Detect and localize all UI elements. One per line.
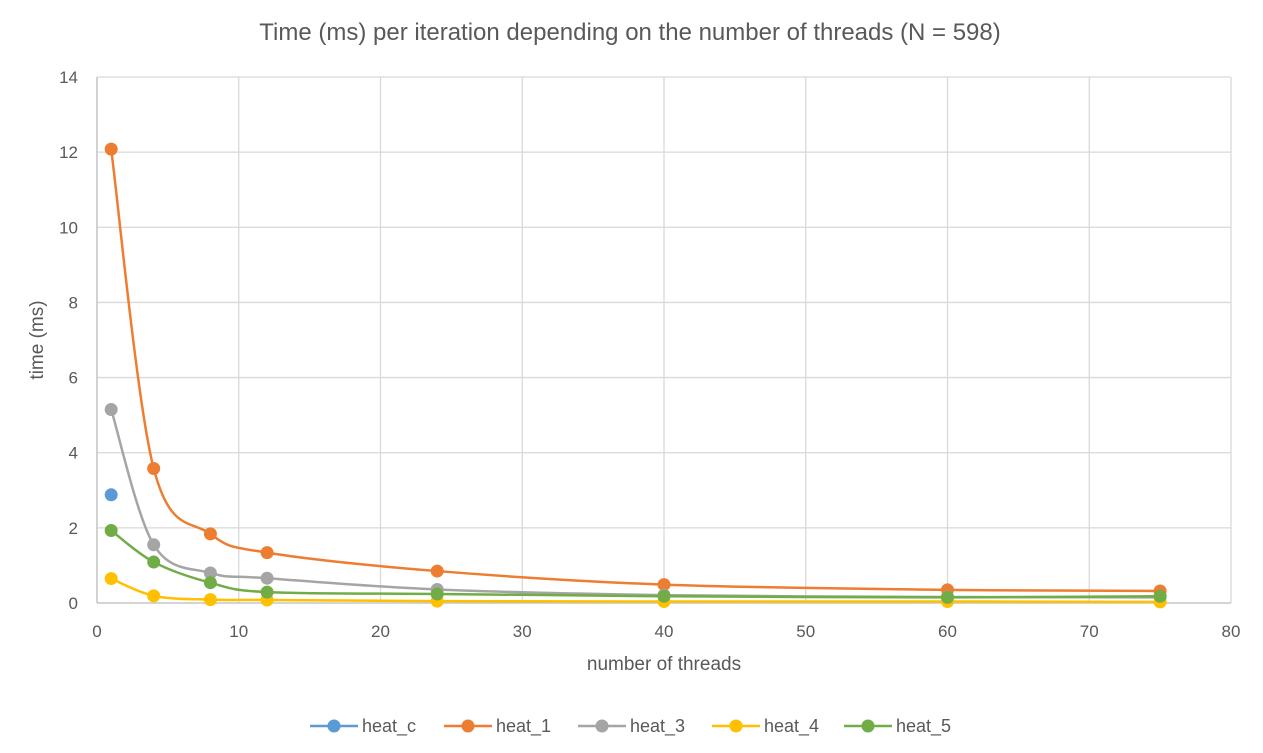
point-heat_3 [104,403,118,417]
x-tick-label: 0 [92,622,101,641]
y-tick-label: 14 [59,68,78,87]
legend-item-heat_1: heat_1 [444,716,551,737]
x-tick-label: 80 [1222,622,1241,641]
legend-label: heat_1 [496,716,551,737]
point-heat_5 [260,585,274,599]
point-heat_4 [203,593,217,607]
x-tick-label: 20 [371,622,390,641]
point-heat_1 [260,546,274,560]
point-heat_3 [203,566,217,580]
legend-label: heat_3 [630,716,685,737]
point-heat_5 [104,523,118,537]
y-tick-label: 10 [59,218,78,237]
gridlines [96,76,1232,604]
legend-item-heat_c: heat_c [310,716,416,737]
point-heat_5 [203,576,217,590]
point-heat_5 [941,590,954,604]
x-tick-label: 40 [655,622,674,641]
x-tick-label: 30 [513,622,532,641]
legend-swatch-marker [327,719,341,733]
y-tick-label: 0 [69,594,78,613]
legend-label: heat_5 [896,716,951,737]
legend-item-heat_5: heat_5 [844,716,951,737]
x-tick-label: 60 [938,622,957,641]
point-heat_5 [430,587,444,601]
point-heat_c [104,488,118,502]
point-heat_1 [104,142,118,156]
legend: heat_c heat_1 heat_3 heat_4 heat_5 [310,716,951,737]
y-tick-label: 6 [69,369,78,388]
chart-title: Time (ms) per iteration depending on the… [259,19,1001,46]
point-heat_4 [104,572,118,586]
point-heat_3 [147,538,161,552]
legend-label: heat_c [362,716,416,737]
legend-swatch-marker [729,719,743,733]
x-tick-label: 50 [796,622,815,641]
legend-swatch-marker [461,719,475,733]
x-tick-label: 70 [1080,622,1099,641]
point-heat_1 [147,461,161,475]
y-tick-label: 2 [69,519,78,538]
series-line-heat_3 [109,409,1161,599]
axes: 0 2 4 6 8 10 12 14 0 10 20 30 40 50 60 70 80 [59,68,1240,641]
point-heat_5 [147,555,161,569]
point-heat_3 [260,571,274,585]
series-line-heat_1 [109,148,1161,593]
x-axis-label: number of threads [587,654,741,675]
legend-item-heat_3: heat_3 [578,716,685,737]
point-heat_1 [203,527,217,541]
series-layer [104,142,1167,609]
legend-item-heat_4: heat_4 [712,716,819,737]
y-tick-label: 4 [69,444,78,463]
x-tick-label: 10 [229,622,248,641]
legend-label: heat_4 [764,716,819,737]
point-heat_4 [147,589,161,603]
legend-swatch-marker [595,719,609,733]
legend-swatch-marker [861,719,875,733]
point-heat_5 [657,589,671,603]
y-axis-label: time (ms) [27,300,48,379]
y-tick-label: 8 [69,293,78,312]
point-heat_5 [1153,589,1167,603]
y-tick-label: 12 [59,143,78,162]
point-heat_1 [657,578,671,592]
point-heat_1 [430,564,444,578]
